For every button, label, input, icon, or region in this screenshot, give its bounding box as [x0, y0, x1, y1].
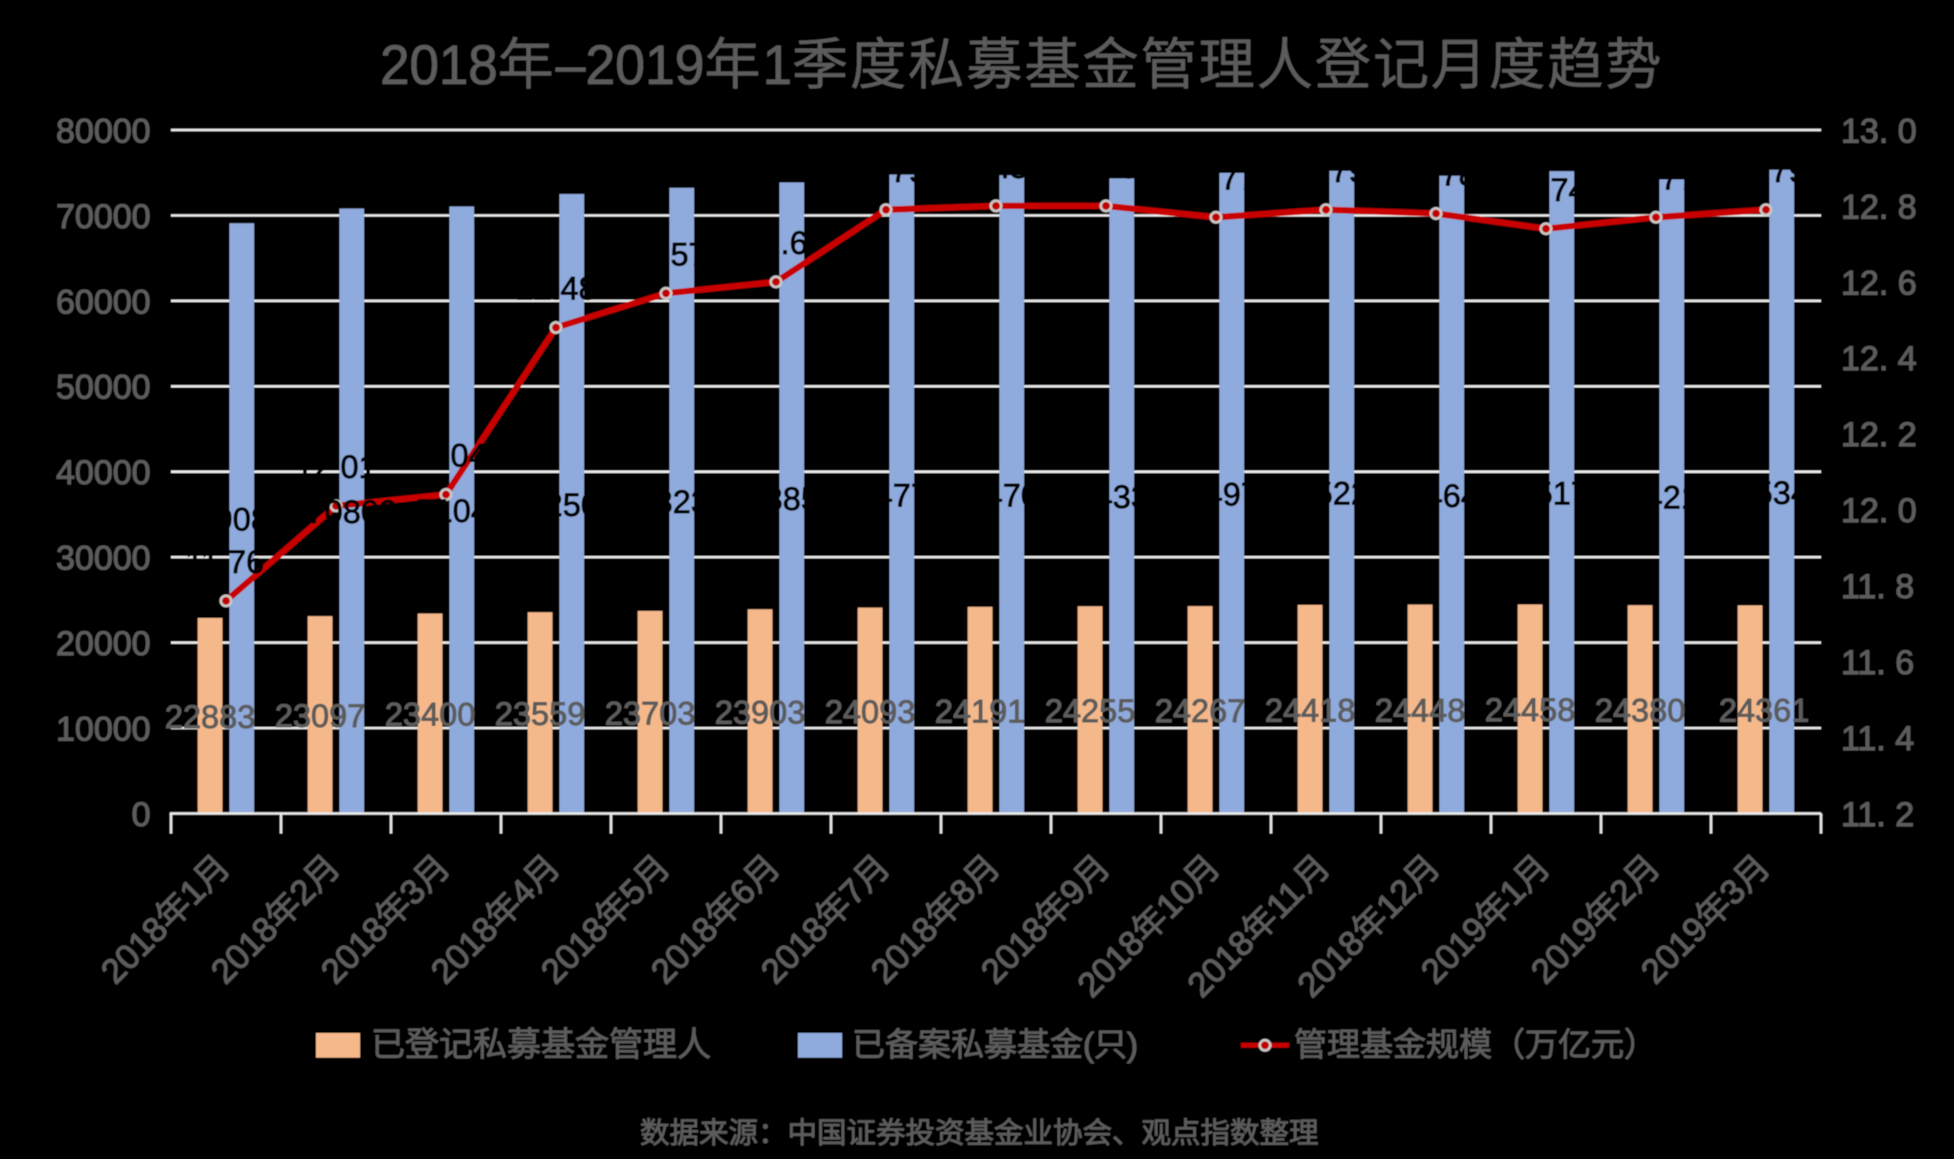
svg-text:24380: 24380	[1595, 693, 1685, 729]
svg-text:50000: 50000	[56, 369, 151, 407]
svg-text:12.78: 12.78	[1395, 157, 1476, 193]
svg-text:73235: 73235	[637, 484, 727, 520]
svg-text:24458: 24458	[1485, 692, 1575, 728]
svg-text:12.8: 12.8	[964, 149, 1027, 185]
svg-text:80000: 80000	[56, 112, 151, 150]
svg-text:24361: 24361	[1719, 693, 1809, 729]
svg-text:72500: 72500	[527, 487, 617, 523]
svg-text:75178: 75178	[1517, 476, 1607, 512]
svg-text:12.77: 12.77	[1615, 161, 1696, 197]
svg-text:74704: 74704	[967, 478, 1057, 514]
svg-text:12.48: 12.48	[515, 271, 596, 307]
svg-text:24267: 24267	[1155, 693, 1245, 729]
svg-text:74216: 74216	[1627, 480, 1717, 516]
svg-text:12.01: 12.01	[295, 449, 376, 485]
svg-text:73854: 73854	[747, 481, 837, 517]
svg-text:23703: 23703	[605, 695, 695, 731]
svg-text:24093: 24093	[825, 694, 915, 730]
svg-text:2018: 2018	[380, 33, 498, 96]
svg-text:12. 6: 12. 6	[1841, 264, 1917, 302]
svg-text:24418: 24418	[1265, 692, 1355, 728]
svg-text:74642: 74642	[1407, 478, 1497, 514]
svg-text:12.79: 12.79	[1285, 153, 1366, 189]
svg-text:13. 0: 13. 0	[1841, 112, 1917, 150]
svg-text:12.79: 12.79	[1725, 153, 1806, 189]
svg-text:30000: 30000	[56, 540, 151, 578]
svg-text:75348: 75348	[1737, 475, 1827, 511]
svg-text:20000: 20000	[56, 625, 151, 663]
svg-text:12.8: 12.8	[1074, 149, 1137, 185]
svg-text:40000: 40000	[56, 454, 151, 492]
svg-text:71040: 71040	[417, 493, 507, 529]
svg-text:24255: 24255	[1045, 693, 1135, 729]
svg-text:22883: 22883	[165, 699, 255, 735]
svg-text:23903: 23903	[715, 695, 805, 731]
svg-text:12. 0: 12. 0	[1841, 492, 1917, 530]
svg-text:12.57: 12.57	[625, 237, 706, 273]
svg-text:23400: 23400	[385, 697, 475, 733]
svg-text:11.76: 11.76	[185, 544, 264, 580]
svg-text:11. 6: 11. 6	[1841, 644, 1914, 682]
svg-text:12.77: 12.77	[1175, 161, 1256, 197]
svg-text:–2019: –2019	[556, 33, 705, 96]
svg-text:(: (	[1083, 1026, 1094, 1063]
svg-text:0: 0	[132, 796, 151, 834]
svg-text:10000: 10000	[56, 711, 151, 749]
svg-text:24448: 24448	[1375, 692, 1465, 728]
svg-text:69086: 69086	[197, 502, 287, 538]
svg-text:70802: 70802	[307, 494, 397, 530]
svg-text:12.04: 12.04	[405, 438, 486, 474]
svg-text:23097: 23097	[275, 698, 365, 734]
svg-text:60000: 60000	[56, 283, 151, 321]
svg-text:24191: 24191	[935, 693, 1025, 729]
svg-text:12.6: 12.6	[744, 225, 807, 261]
svg-text:23559: 23559	[495, 696, 585, 732]
svg-text:11. 8: 11. 8	[1841, 568, 1914, 606]
svg-text:74337: 74337	[1077, 479, 1167, 515]
svg-text:70000: 70000	[56, 198, 151, 236]
svg-text:1: 1	[763, 33, 792, 96]
svg-text:): )	[1127, 1026, 1138, 1063]
svg-text:11. 4: 11. 4	[1841, 720, 1914, 758]
svg-text:12. 4: 12. 4	[1841, 340, 1917, 378]
svg-text:12.74: 12.74	[1505, 172, 1586, 208]
svg-text:74979: 74979	[1187, 476, 1277, 512]
svg-text:12.79: 12.79	[845, 153, 926, 189]
svg-text:12. 8: 12. 8	[1841, 188, 1917, 226]
svg-text:74777: 74777	[857, 477, 947, 513]
svg-text:11. 2: 11. 2	[1841, 796, 1914, 834]
svg-text:75220: 75220	[1297, 475, 1387, 511]
svg-text:12. 2: 12. 2	[1841, 416, 1917, 454]
